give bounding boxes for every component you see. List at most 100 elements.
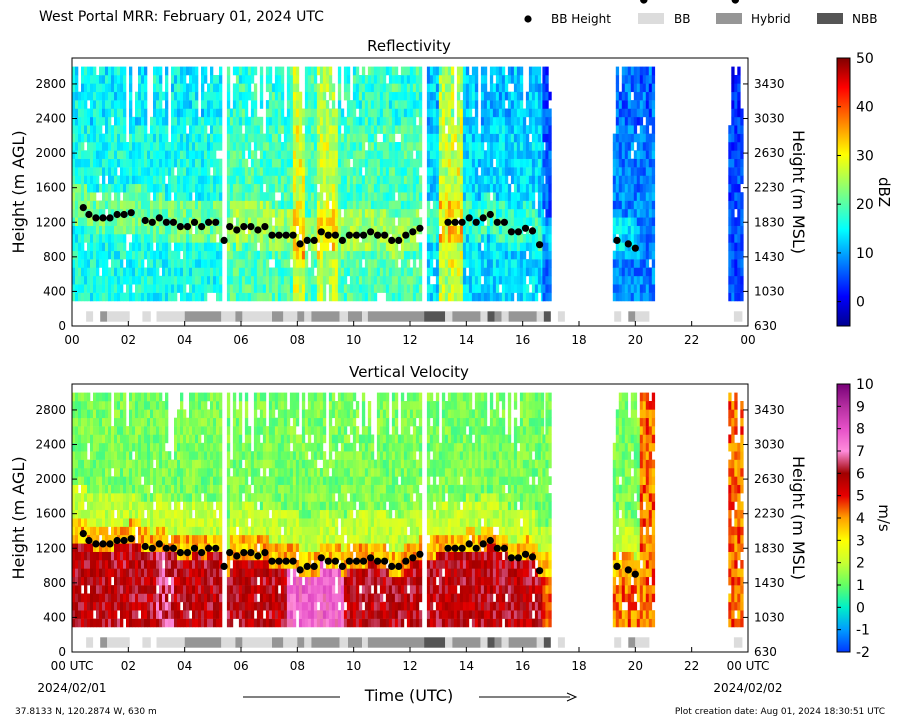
y2-tick-label: 1430: [754, 576, 785, 590]
x-tick-label: 16: [515, 659, 530, 673]
reflectivity-bb-type-strip: [86, 311, 743, 322]
bb-type-segment: [543, 637, 551, 648]
bb-type-segment: [480, 637, 488, 648]
bb-height-point: [536, 241, 544, 249]
bb-type-segment: [311, 311, 340, 322]
x-end-date: 2024/02/02: [713, 681, 782, 695]
bb-height-point: [338, 562, 346, 571]
x-tick-label: 10: [346, 333, 361, 347]
colorbar-tick-label: 50: [856, 51, 874, 67]
colorbar-tick-label: 2: [856, 556, 865, 572]
station-location: 37.8133 N, 120.2874 W, 630 m: [15, 707, 157, 717]
bb-height-point: [631, 244, 639, 252]
bb-type-segment: [536, 637, 544, 648]
bb-type-segment: [348, 637, 363, 648]
bb-height-point: [162, 544, 170, 552]
bb-height-point: [240, 549, 248, 557]
reflectivity-colorbar: [836, 57, 851, 327]
bb-height-point: [731, 0, 739, 4]
bb-height-point: [374, 231, 382, 239]
bb-height-point: [486, 536, 494, 545]
x-tick-label: 12: [402, 659, 417, 673]
bb-height-point: [451, 544, 459, 552]
bb-type-segment: [508, 311, 537, 322]
bb-type-segment: [508, 637, 537, 648]
bb-type-segment: [221, 637, 236, 648]
bb-height-point: [212, 544, 220, 552]
bb-height-point: [324, 557, 332, 565]
bb-height-point: [402, 231, 410, 239]
y-tick-label: 2000: [35, 472, 66, 486]
x-tick-label: 22: [684, 659, 699, 673]
bb-height-point: [92, 214, 100, 222]
bb-type-segment: [283, 637, 298, 648]
y2-tick-label: 1830: [754, 215, 785, 229]
y2-tick-label: 1430: [754, 250, 785, 264]
bb-type-segment: [367, 637, 425, 648]
bb-type-segment: [501, 311, 509, 322]
bb-type-segment: [614, 311, 622, 322]
bb-type-segment: [156, 311, 185, 322]
time-arrow-head: [566, 692, 578, 702]
bb-height-point: [220, 236, 228, 244]
bb-height-point: [640, 0, 648, 4]
velocity-panel: Vertical Velocity 0400800120016002000240…: [9, 0, 893, 673]
footer: 2024/02/01 2024/02/02 Time (UTC) 37.8133…: [15, 681, 885, 717]
bb-height-point: [345, 231, 353, 239]
bb-type-segment: [494, 637, 502, 648]
bb-height-point: [324, 231, 332, 239]
velocity-bb-type-strip: [86, 637, 743, 648]
bb-height-point: [198, 223, 206, 231]
bb-height-point: [395, 562, 403, 571]
bb-height-point: [169, 544, 177, 552]
bb-type-segment: [86, 637, 94, 648]
bb-height-point: [514, 554, 523, 562]
bb-height-point: [465, 214, 473, 222]
bb-height-point: [85, 536, 93, 545]
legend-bb-swatch: [638, 13, 664, 24]
x-tick-label: 04: [177, 659, 192, 673]
bb-height-point: [395, 236, 403, 244]
bb-height-point: [275, 557, 283, 565]
colorbar-tick-label: 20: [856, 197, 874, 213]
bb-height-point: [99, 540, 107, 548]
x-tick-label: 00: [740, 333, 755, 347]
bb-height-point: [507, 554, 515, 562]
reflectivity-y-axis: 0 400 800 1200 1600 2000 2400 2800: [35, 77, 77, 333]
bb-height-point: [92, 540, 100, 548]
bb-type-segment: [107, 637, 130, 648]
bb-height-point: [374, 557, 382, 565]
bb-height-point: [381, 231, 389, 239]
bb-height-point: [233, 226, 241, 234]
bb-height-point: [296, 566, 304, 574]
bb-height-point: [106, 540, 114, 548]
velocity-bb-height-series: [79, 0, 739, 578]
velocity-ylabel: Height (m AGL): [9, 456, 28, 579]
bb-type-segment: [367, 311, 425, 322]
x-tick-label: 10: [346, 659, 361, 673]
bb-height-point: [472, 218, 480, 226]
legend-hybrid-swatch: [716, 13, 742, 24]
bb-height-point: [528, 553, 537, 561]
x-tick-label: 16: [515, 333, 530, 347]
bb-height-point: [205, 544, 213, 552]
y-tick-label: 800: [43, 576, 66, 590]
y2-tick-label: 2230: [754, 181, 785, 195]
legend-nbb-label: NBB: [852, 12, 877, 26]
bb-height-point: [148, 544, 156, 552]
bb-type-segment: [501, 637, 509, 648]
plot-creation-date: Plot creation date: Aug 01, 2024 18:30:5…: [675, 707, 885, 717]
y-tick-label: 1600: [35, 507, 66, 521]
reflectivity-y2label: Height (m MSL): [789, 130, 808, 254]
bb-height-point: [514, 228, 523, 236]
bb-type-segment: [100, 637, 108, 648]
velocity-y2-axis: 630 1030 1430 1830 2230 2630 3030 3430: [743, 403, 785, 659]
x-start-date: 2024/02/01: [37, 681, 106, 695]
bb-height-point: [331, 557, 339, 565]
x-tick-label: 06: [233, 333, 248, 347]
bb-height-point: [521, 224, 530, 232]
velocity-y-axis: 0 400 800 1200 1600 2000 2400 2800: [35, 403, 77, 659]
bb-type-segment: [184, 637, 222, 648]
x-tick-label: 00 UTC: [727, 659, 770, 673]
